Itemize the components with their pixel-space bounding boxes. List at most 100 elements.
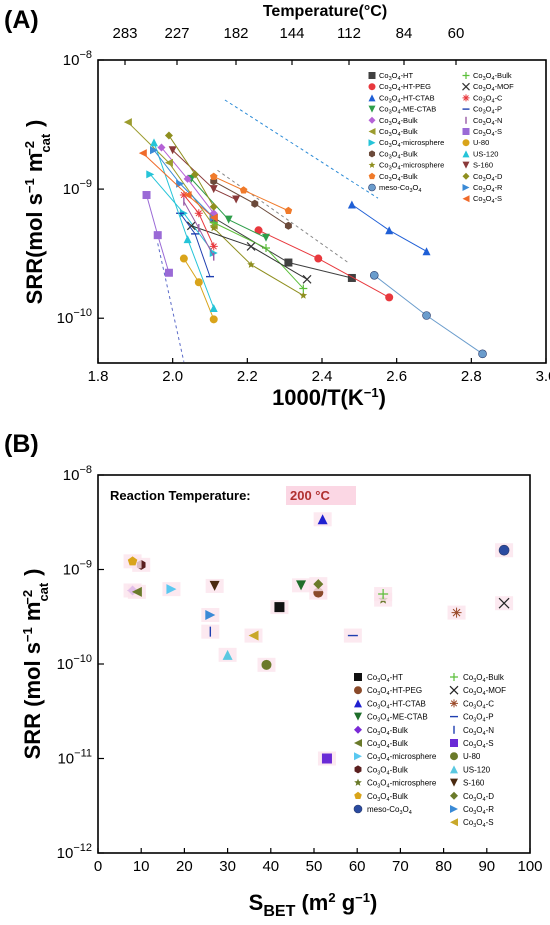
panel-a-label: (A) [4,6,39,34]
legend-marker [462,195,470,203]
legend-marker [462,161,470,169]
x-tick-label: 1.8 [88,368,109,385]
legend-marker [462,139,470,147]
panel-a-guide-lines [157,99,379,362]
reaction-temperature-label: Reaction Temperature: [110,488,251,503]
top-tick-label: 182 [223,25,248,42]
data-point [183,174,192,183]
series-co3o4-mof [186,221,312,284]
legend-marker [462,128,470,135]
data-point [183,191,192,200]
panel-b-x-ticks: 0 10 20 30 40 50 60 70 80 90 100 [94,848,543,875]
legend-marker [462,72,470,79]
legend-marker [450,673,458,681]
data-point-co3o4-ht [274,602,285,613]
legend-label: meso-Co3O4 [379,183,421,194]
data-point-co3o4-ht-ctab [317,514,328,525]
data-point [209,202,218,211]
legend-label: Co3O4-HT-PEG [379,82,431,93]
x-tick-label: 0 [94,858,102,875]
data-point-co3o4-me-ctab [296,580,307,591]
data-point [164,268,173,277]
x-tick-label: 3.0 [536,368,550,385]
data-point [254,226,263,235]
x-tick-label: 2.2 [237,368,258,385]
data-point [299,284,308,293]
series-co3o4-n [183,197,215,261]
x-tick-label: 80 [435,858,452,875]
x-tick-label: 2.8 [461,368,482,385]
legend-marker [368,83,376,91]
legend-marker [354,765,362,774]
panel-a-x-axis-title: 1000/T(K−1) [272,385,386,410]
data-point-co3o4-bulk [127,556,138,566]
legend-label: meso-Co3O4 [367,805,412,816]
legend-marker [450,805,458,813]
data-point [246,241,256,251]
legend-marker [368,139,376,147]
data-point [142,191,151,200]
legend-marker [450,699,458,708]
data-point [478,349,487,359]
legend-marker [354,752,362,761]
panel-a-series [123,118,487,359]
legend-marker [462,82,470,91]
series-s-160 [168,146,241,204]
y-tick-label: 10−10 [57,653,92,673]
x-tick-label: 90 [478,858,495,875]
legend-label: Co3O4-MOF [473,82,514,93]
guide-line [217,169,349,263]
panel-a-y-axis-title: SRR(mol s−1 mcat−2) [22,120,53,305]
data-point [422,247,431,256]
data-point-co3o4-mof [498,597,510,609]
y-tick-label: 10−11 [57,748,92,768]
series-co3o4-bulk [157,143,218,218]
data-point-us-120 [222,649,233,660]
legend-label: Co3O4-microsphere [379,138,444,149]
data-point [209,242,218,251]
data-point [302,274,312,284]
legend-label: Co3O4-N [463,726,494,737]
data-point [194,278,203,287]
series-co3o4-ht-peg [254,226,394,302]
legend-marker [368,172,376,180]
series-co3o4-d [164,131,218,211]
series-co3o4-microsphere [209,223,308,299]
data-point [150,146,158,155]
legend-label: S-160 [463,779,485,788]
legend-marker [450,778,458,787]
panel-a-y-ticks: 10−10 10−9 10−8 [57,49,104,327]
data-point-co3o4-bulk [131,586,142,597]
data-point [284,258,293,267]
legend-marker [450,739,458,747]
x-tick-label: 50 [306,858,323,875]
legend-marker [368,128,376,135]
data-point [153,231,162,240]
series-co3o4-s [142,191,173,277]
legend-marker [450,752,458,761]
legend-label: Co3O4-S [473,194,502,205]
x-tick-label: 70 [392,858,409,875]
data-point [347,273,356,282]
legend-marker [368,105,376,113]
data-point [284,206,293,214]
y-tick-label: 10−12 [57,842,92,862]
data-point [209,315,218,324]
legend-label: Co3O4-Bulk [463,673,505,684]
legend-label: Co3O4-S [463,739,494,750]
top-tick-label: 60 [448,25,465,42]
legend-label: Co3O4-D [463,792,494,803]
x-tick-label: 40 [262,858,279,875]
legend-label: Co3O4-MOF [463,686,506,697]
data-point [191,170,200,179]
legend-marker [368,72,376,79]
series-co3o4-s [138,149,218,222]
legend-label: U-80 [473,138,489,147]
series-line [258,229,390,298]
x-tick-label: 10 [133,858,150,875]
legend-label: Co3O4-P [463,713,494,724]
legend-label: Co3O4-Bulk [379,116,418,127]
x-tick-label: 2.0 [162,368,183,385]
data-point [150,138,158,147]
